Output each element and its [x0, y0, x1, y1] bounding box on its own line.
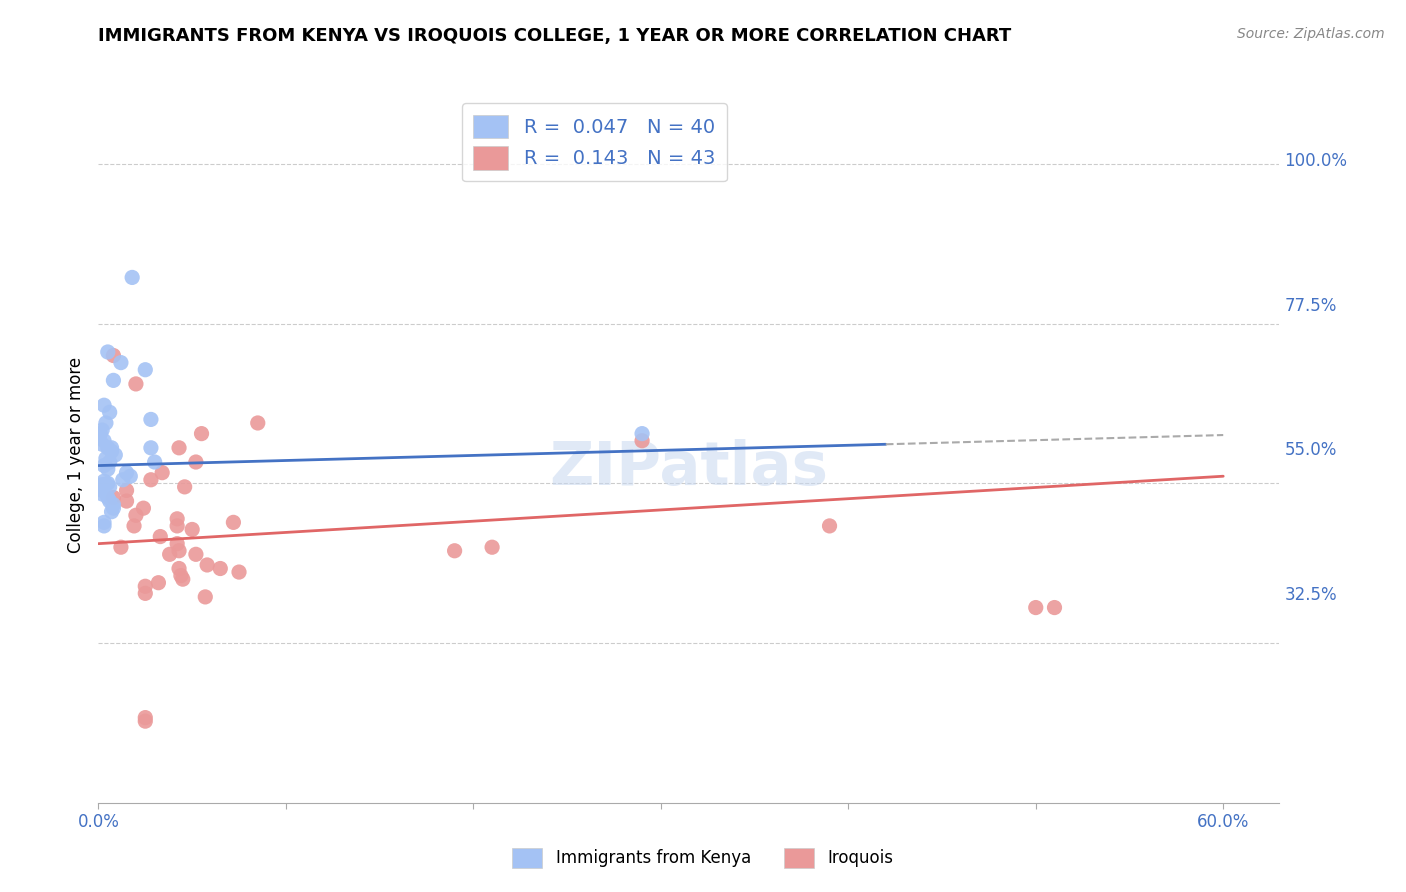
Point	[93, 474, 115, 488]
Point	[134, 714, 156, 728]
Point	[91, 487, 114, 501]
Point	[94, 416, 117, 430]
Point	[97, 345, 120, 359]
Point	[631, 426, 654, 441]
Point	[93, 519, 115, 533]
Point	[103, 501, 125, 516]
Point	[91, 477, 114, 491]
Point	[184, 455, 207, 469]
Point	[103, 349, 125, 363]
Point	[97, 476, 120, 491]
Point	[94, 451, 117, 466]
Point	[93, 516, 115, 530]
Point	[481, 540, 503, 554]
Point	[103, 491, 125, 505]
Point	[98, 480, 121, 494]
Point	[97, 462, 120, 476]
Point	[110, 356, 132, 370]
Point	[139, 473, 162, 487]
Point	[166, 536, 188, 550]
Point	[170, 568, 193, 582]
Point	[246, 416, 269, 430]
Point	[181, 523, 204, 537]
Legend: Immigrants from Kenya, Iroquois: Immigrants from Kenya, Iroquois	[506, 841, 900, 875]
Point	[139, 441, 162, 455]
Point	[121, 270, 143, 285]
Point	[1025, 600, 1047, 615]
Point	[115, 483, 138, 498]
Point	[103, 498, 125, 512]
Point	[1043, 600, 1066, 615]
Point	[167, 543, 190, 558]
Point	[134, 362, 156, 376]
Point	[166, 519, 188, 533]
Point	[166, 512, 188, 526]
Point	[134, 710, 156, 724]
Point	[143, 455, 166, 469]
Point	[818, 519, 841, 533]
Point	[167, 441, 190, 455]
Point	[111, 473, 134, 487]
Point	[190, 426, 212, 441]
Point	[195, 558, 218, 572]
Point	[149, 530, 172, 544]
Point	[91, 423, 114, 437]
Point	[103, 373, 125, 387]
Point	[125, 508, 148, 523]
Point	[115, 494, 138, 508]
Point	[125, 376, 148, 391]
Point	[122, 519, 145, 533]
Point	[222, 516, 245, 530]
Point	[150, 466, 173, 480]
Point	[98, 405, 121, 419]
Text: Source: ZipAtlas.com: Source: ZipAtlas.com	[1237, 27, 1385, 41]
Point	[89, 426, 111, 441]
Point	[93, 458, 115, 473]
Legend: R =  0.047   N = 40, R =  0.143   N = 43: R = 0.047 N = 40, R = 0.143 N = 43	[461, 103, 727, 181]
Point	[159, 547, 181, 561]
Point	[120, 469, 142, 483]
Point	[443, 543, 465, 558]
Point	[194, 590, 217, 604]
Point	[184, 547, 207, 561]
Point	[134, 586, 156, 600]
Point	[97, 441, 120, 455]
Point	[167, 561, 190, 575]
Point	[134, 579, 156, 593]
Point	[93, 434, 115, 448]
Point	[148, 575, 170, 590]
Point	[98, 494, 121, 508]
Point	[132, 501, 155, 516]
Point	[172, 572, 194, 586]
Point	[91, 483, 114, 498]
Point	[115, 466, 138, 480]
Point	[209, 561, 232, 575]
Point	[173, 480, 195, 494]
Point	[100, 441, 122, 455]
Point	[98, 455, 121, 469]
Text: IMMIGRANTS FROM KENYA VS IROQUOIS COLLEGE, 1 YEAR OR MORE CORRELATION CHART: IMMIGRANTS FROM KENYA VS IROQUOIS COLLEG…	[98, 27, 1012, 45]
Point	[100, 505, 122, 519]
Point	[110, 540, 132, 554]
Point	[91, 437, 114, 451]
Point	[104, 448, 127, 462]
Point	[93, 398, 115, 412]
Point	[631, 434, 654, 448]
Point	[228, 565, 250, 579]
Point	[139, 412, 162, 426]
Text: ZIPatlas: ZIPatlas	[550, 440, 828, 499]
Y-axis label: College, 1 year or more: College, 1 year or more	[66, 357, 84, 553]
Point	[100, 444, 122, 458]
Point	[97, 491, 120, 505]
